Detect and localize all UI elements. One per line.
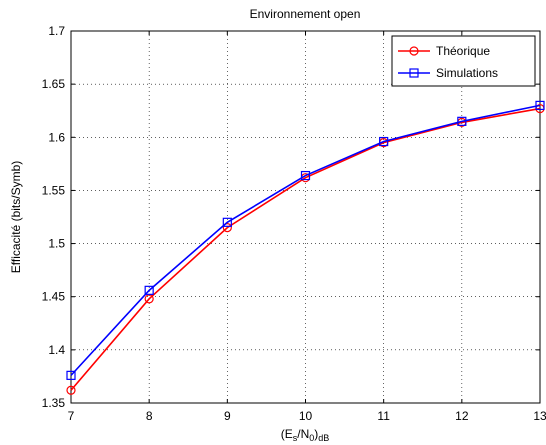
data-point: [66, 370, 76, 380]
data-point: [222, 217, 232, 227]
data-point: [144, 285, 154, 295]
y-tick-label: 1.65: [42, 77, 66, 91]
legend-entry: Théorique: [398, 44, 490, 58]
data-point: [222, 223, 232, 233]
plot-area: [71, 31, 540, 403]
legend-box: [391, 35, 536, 87]
series-simulations: [66, 100, 545, 380]
x-axis-label: (Es/N0)dB: [281, 427, 330, 443]
x-tick-label: 10: [299, 409, 313, 423]
legend: Théorique Simulations: [391, 35, 536, 87]
series-layer: [66, 100, 545, 395]
data-point: [457, 116, 467, 126]
y-tick-label: 1.55: [42, 183, 66, 197]
legend-entry: Simulations: [398, 66, 498, 80]
x-tick-label: 11: [377, 409, 390, 423]
y-tick-label: 1.45: [42, 290, 66, 304]
legend-label: Théorique: [436, 44, 490, 58]
y-tick-label: 1.6: [48, 130, 65, 144]
y-tick-label: 1.35: [42, 396, 66, 410]
series-line: [70, 107, 541, 391]
y-tick-label: 1.5: [48, 237, 65, 251]
data-point: [379, 136, 389, 147]
y-tick-label: 1.4: [48, 343, 65, 357]
x-tick-label: 13: [533, 409, 546, 423]
chart-title: Environnement open: [250, 7, 361, 21]
y-axis-label: Efficacité (bits/Symb): [9, 161, 23, 273]
data-point: [300, 170, 311, 181]
y-tick-label: 1.7: [48, 24, 65, 38]
legend-entries: Théorique Simulations: [398, 44, 498, 80]
legend-label: Simulations: [436, 66, 498, 80]
legend-square-marker: [409, 68, 419, 78]
x-tick-label: 8: [146, 409, 153, 423]
x-tick-label: 12: [455, 409, 469, 423]
legend-circle-marker: [409, 46, 419, 56]
ticks: 7 8 9 10 11 12 13 1.35 1.4 1.45 1.5 1.55 1.6 1.65 1.7: [42, 24, 546, 423]
x-tick-label: 7: [68, 409, 75, 423]
data-point: [535, 100, 545, 111]
x-tick-label: 9: [224, 409, 231, 423]
series-line: [70, 104, 541, 376]
data-point: [66, 385, 76, 395]
